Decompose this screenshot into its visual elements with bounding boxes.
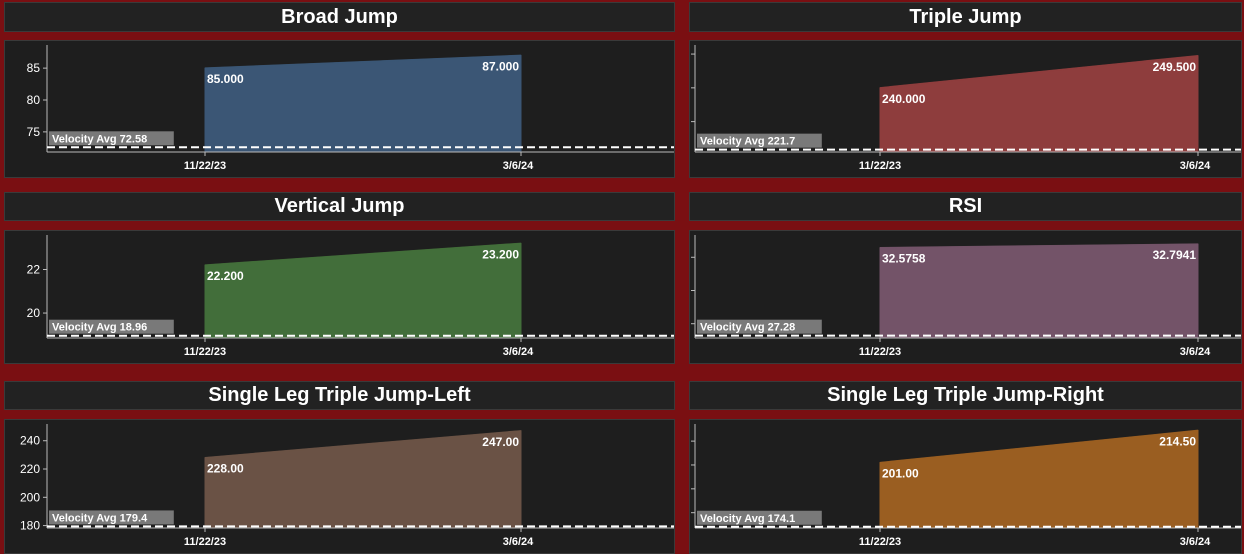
average-label-background xyxy=(697,510,822,525)
data-label: 32.5758 xyxy=(882,252,926,266)
average-label: Velocity Avg 179.4 xyxy=(52,512,148,524)
y-tick-label: 80 xyxy=(27,93,41,107)
x-tick-label: 3/6/24 xyxy=(503,536,534,548)
broad-jump-plot: 75 80 85 11/22/23 3/6/24 85.000 87.000 Velocity… xyxy=(27,45,674,172)
area-series xyxy=(879,429,1199,528)
data-label: 23.200 xyxy=(482,247,519,261)
area-edge-line xyxy=(204,430,522,459)
triple-jump-plot: 23024025011/22/233/6/24240.000249.500Vel… xyxy=(691,45,1241,172)
y-tick-label: 75 xyxy=(27,125,41,139)
single-leg-triple-jump-left-title: Single Leg Triple Jump-Left xyxy=(4,381,675,410)
data-label: 22.200 xyxy=(207,269,244,283)
single-leg-triple-jump-right-plot: 18019020021011/22/233/6/24201.00214.50Ve… xyxy=(691,424,1241,548)
rsi-title: RSI xyxy=(689,192,1242,221)
average-label-background xyxy=(49,319,174,334)
area-series xyxy=(204,54,522,152)
x-tick-label: 3/6/24 xyxy=(1180,536,1211,548)
x-tick-label: 11/22/23 xyxy=(184,160,226,172)
single-leg-triple-jump-right-chart: 18019020021011/22/233/6/24201.00214.50Ve… xyxy=(689,419,1242,554)
x-tick-label: 11/22/23 xyxy=(184,346,226,358)
data-label: 214.50 xyxy=(1159,434,1196,448)
data-label: 247.00 xyxy=(482,435,519,449)
area-series xyxy=(204,430,522,528)
rsi-plot: 28303211/22/233/6/2432.575832.7941Veloci… xyxy=(691,235,1241,358)
broad-jump-title: Broad Jump xyxy=(4,2,675,32)
x-tick-label: 3/6/24 xyxy=(1180,160,1211,172)
single-leg-triple-jump-left-chart: 180 200 220 240 11/22/23 3/6/24 228.00 247.00 Ve… xyxy=(4,419,675,554)
area-edge-line xyxy=(204,242,522,266)
broad-jump-chart: 75 80 85 11/22/23 3/6/24 85.000 87.000 Velocity… xyxy=(4,40,675,178)
data-label: 228.00 xyxy=(207,462,244,476)
y-tick-label: 20 xyxy=(27,306,41,320)
data-label: 87.000 xyxy=(482,59,519,73)
rsi-chart: 28303211/22/233/6/2432.575832.7941Veloci… xyxy=(689,230,1242,364)
single-leg-triple-jump-right-title: Single Leg Triple Jump-Right xyxy=(689,381,1242,410)
triple-jump-title: Triple Jump xyxy=(689,2,1242,32)
y-tick-label: 85 xyxy=(27,61,41,75)
single-leg-triple-jump-left-plot: 180 200 220 240 11/22/23 3/6/24 228.00 247.00 Ve… xyxy=(20,424,674,548)
average-label: Velocity Avg 221.7 xyxy=(700,136,795,148)
x-tick-label: 3/6/24 xyxy=(1180,346,1211,358)
triple-jump-chart: 23024025011/22/233/6/24240.000249.500Vel… xyxy=(689,40,1242,178)
x-tick-label: 3/6/24 xyxy=(503,160,534,172)
data-label: 240.000 xyxy=(882,92,926,106)
average-label-background xyxy=(697,319,822,334)
y-tick-label: 180 xyxy=(20,519,40,533)
y-tick-label: 22 xyxy=(27,262,41,276)
x-tick-label: 11/22/23 xyxy=(184,536,226,548)
average-label: Velocity Avg 174.1 xyxy=(700,513,795,525)
average-label: Velocity Avg 72.58 xyxy=(52,133,147,145)
x-tick-label: 3/6/24 xyxy=(503,346,534,358)
y-tick-label: 240 xyxy=(20,434,40,448)
data-label: 85.000 xyxy=(207,72,244,86)
area-edge-line xyxy=(879,429,1199,464)
area-series xyxy=(204,242,522,338)
y-tick-label: 220 xyxy=(20,462,40,476)
x-tick-label: 11/22/23 xyxy=(859,536,901,548)
vertical-jump-chart: 20 22 11/22/23 3/6/24 22.200 23.200 Velocity A… xyxy=(4,230,675,364)
vertical-jump-title: Vertical Jump xyxy=(4,192,675,221)
area-edge-line xyxy=(204,54,522,69)
average-label-background xyxy=(697,133,822,148)
vertical-jump-plot: 20 22 11/22/23 3/6/24 22.200 23.200 Velocity A… xyxy=(27,235,674,358)
x-tick-label: 11/22/23 xyxy=(859,346,901,358)
area-series xyxy=(879,243,1199,338)
average-label-background xyxy=(49,510,174,525)
x-tick-label: 11/22/23 xyxy=(859,160,901,172)
y-tick-label: 200 xyxy=(20,490,40,504)
data-label: 32.7941 xyxy=(1153,248,1197,262)
data-label: 249.500 xyxy=(1153,60,1197,74)
area-edge-line xyxy=(879,55,1199,89)
area-series xyxy=(879,55,1199,152)
area-edge-line xyxy=(879,243,1199,249)
average-label: Velocity Avg 27.28 xyxy=(700,322,795,334)
data-label: 201.00 xyxy=(882,467,919,481)
average-label-background xyxy=(49,131,174,146)
average-label: Velocity Avg 18.96 xyxy=(52,322,147,334)
